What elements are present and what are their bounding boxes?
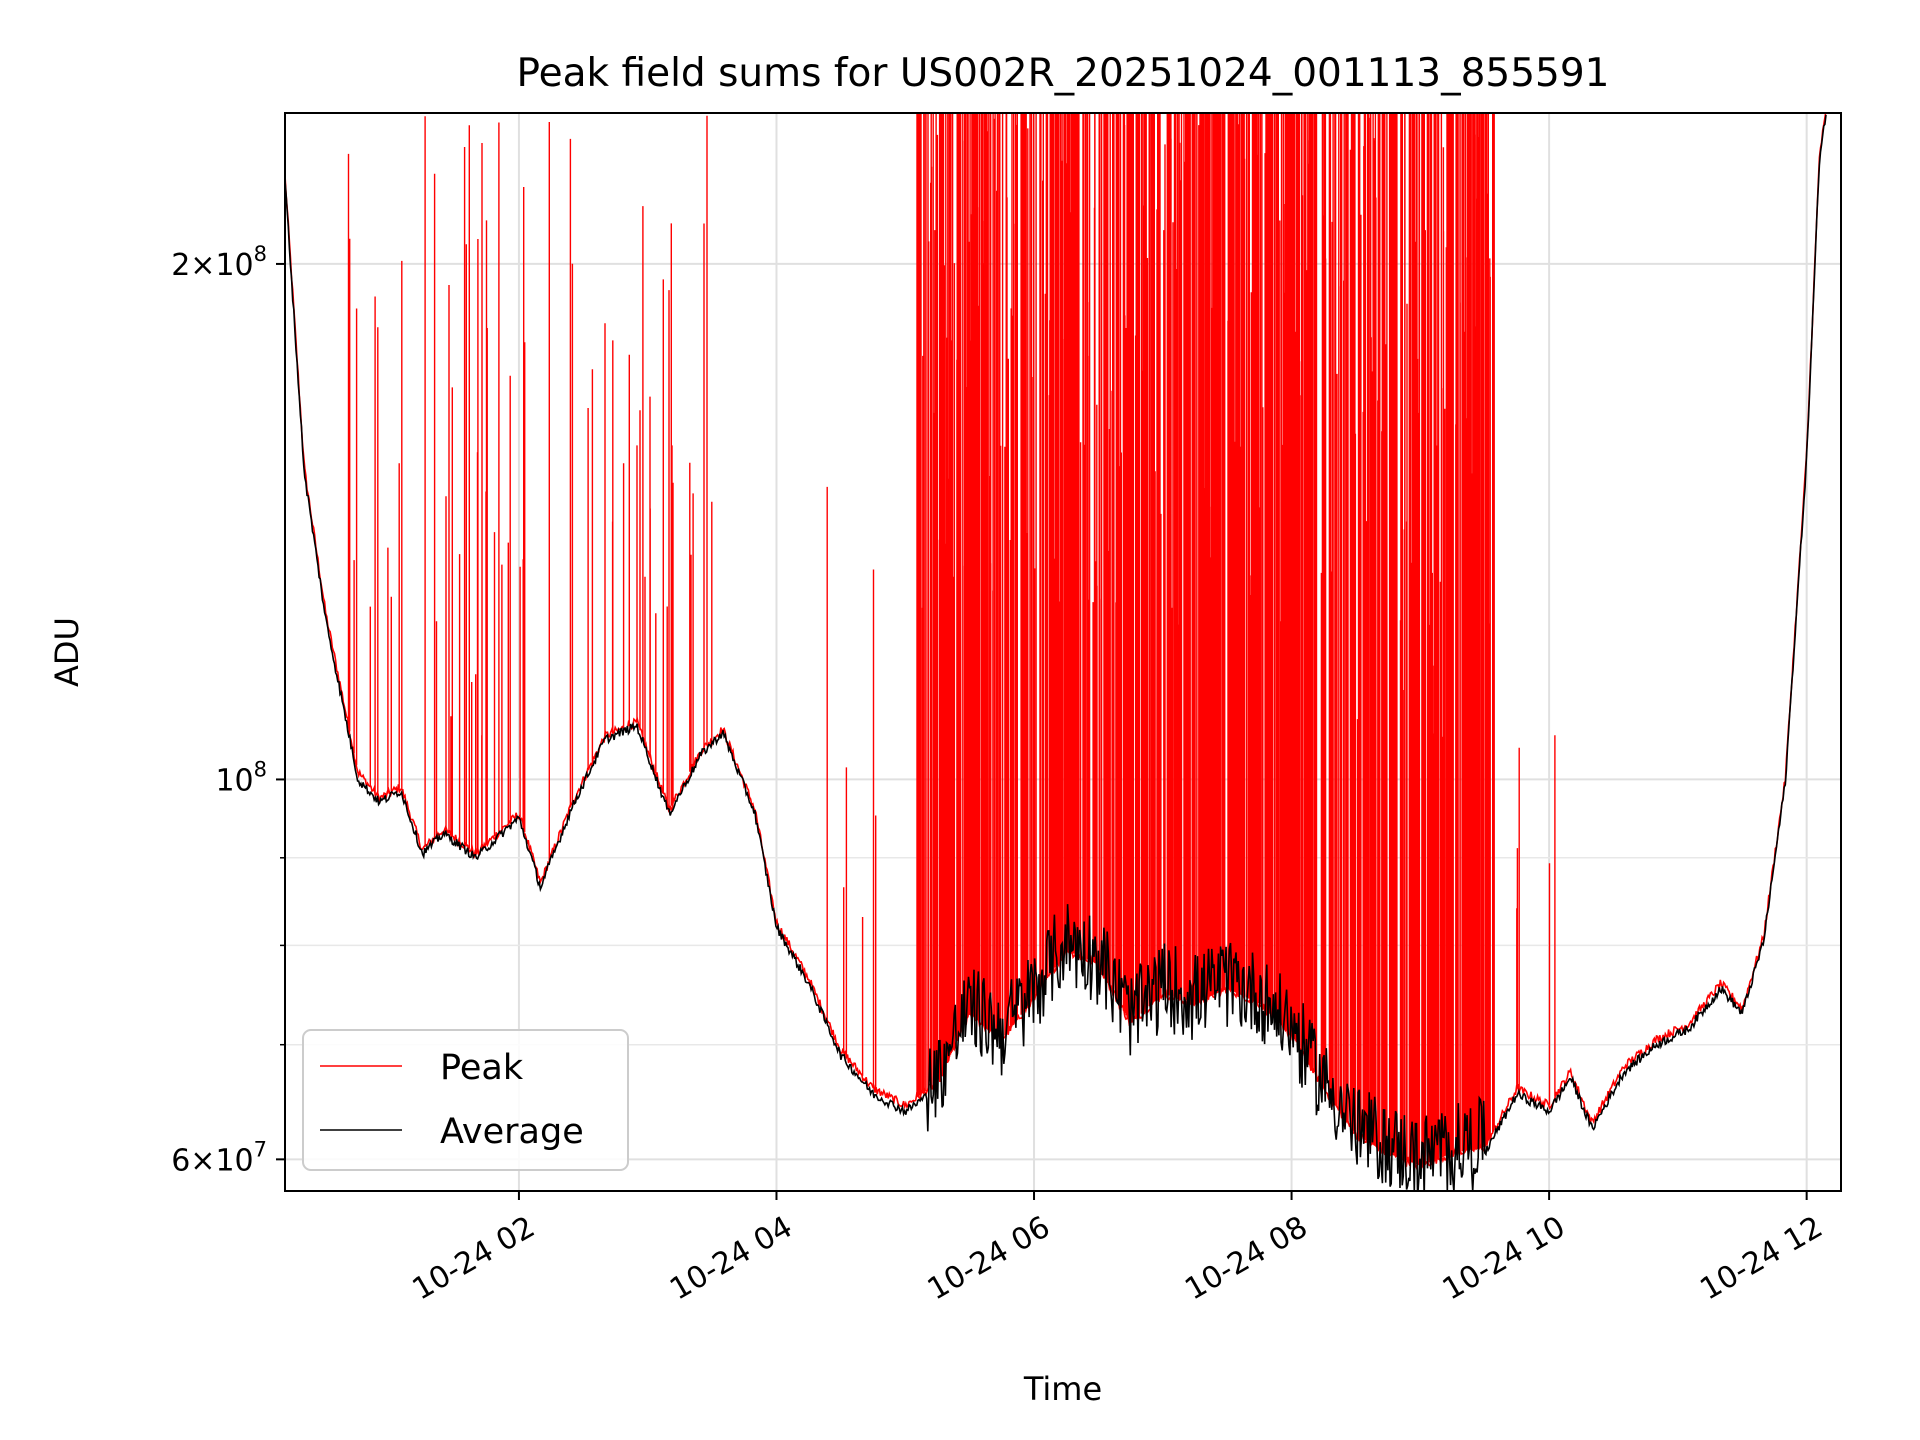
x-axis-title: Time: [1023, 1370, 1102, 1408]
peak-spike-burst: [826, 486, 877, 1090]
chart-title: Peak field sums for US002R_20251024_0011…: [517, 51, 1610, 96]
legend-label-average: Average: [440, 1112, 584, 1152]
series-layer: [285, 113, 1827, 1191]
y-tick-label: 2×108: [171, 242, 267, 283]
legend: Peak Average: [302, 1029, 629, 1171]
average-series-line: [285, 114, 1827, 1191]
legend-box: [302, 1029, 629, 1171]
y-axis-title: ADU: [48, 617, 86, 687]
y-tick-label: 108: [215, 757, 267, 798]
y-tick-label: 6×107: [171, 1137, 267, 1178]
peak-spike-burst: [916, 113, 1495, 1166]
peak-spike-burst: [347, 115, 713, 861]
plot-frame: [284, 112, 1842, 1192]
peak-series-line: [285, 113, 1827, 1171]
legend-label-peak: Peak: [440, 1048, 524, 1088]
peak-spike-burst: [1516, 735, 1556, 1105]
